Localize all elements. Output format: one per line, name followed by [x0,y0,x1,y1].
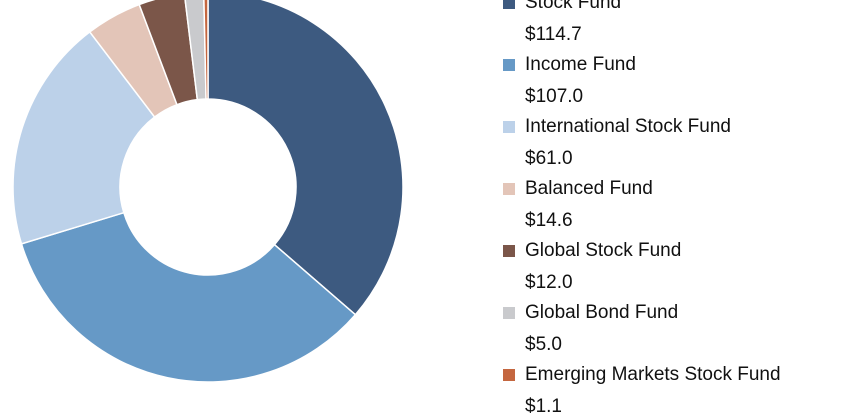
legend-label: Balanced Fund [525,178,653,199]
legend-swatch [503,245,515,257]
legend-label: Global Stock Fund [525,240,681,261]
legend-value: $107.0 [525,86,583,107]
legend-swatch [503,59,515,71]
legend-label: International Stock Fund [525,116,731,137]
legend-swatch [503,121,515,133]
donut-slice [207,0,404,316]
legend-swatch [503,183,515,195]
legend-value: $14.6 [525,210,573,231]
legend-value: $1.1 [525,396,562,417]
legend-value: $12.0 [525,272,573,293]
donut-slice [12,30,156,245]
legend-label: Income Fund [525,54,636,75]
legend-value: $61.0 [525,148,573,169]
donut-slice [203,0,209,100]
legend-value: $5.0 [525,334,562,355]
legend-swatch [503,0,515,9]
legend-value: $114.7 [525,24,582,45]
legend-label: Emerging Markets Stock Fund [525,364,781,385]
donut-slice [20,211,357,383]
legend-swatch [503,307,515,319]
legend-label: Global Bond Fund [525,302,678,323]
legend-swatch [503,369,515,381]
legend-label: Stock Fund [525,0,621,13]
